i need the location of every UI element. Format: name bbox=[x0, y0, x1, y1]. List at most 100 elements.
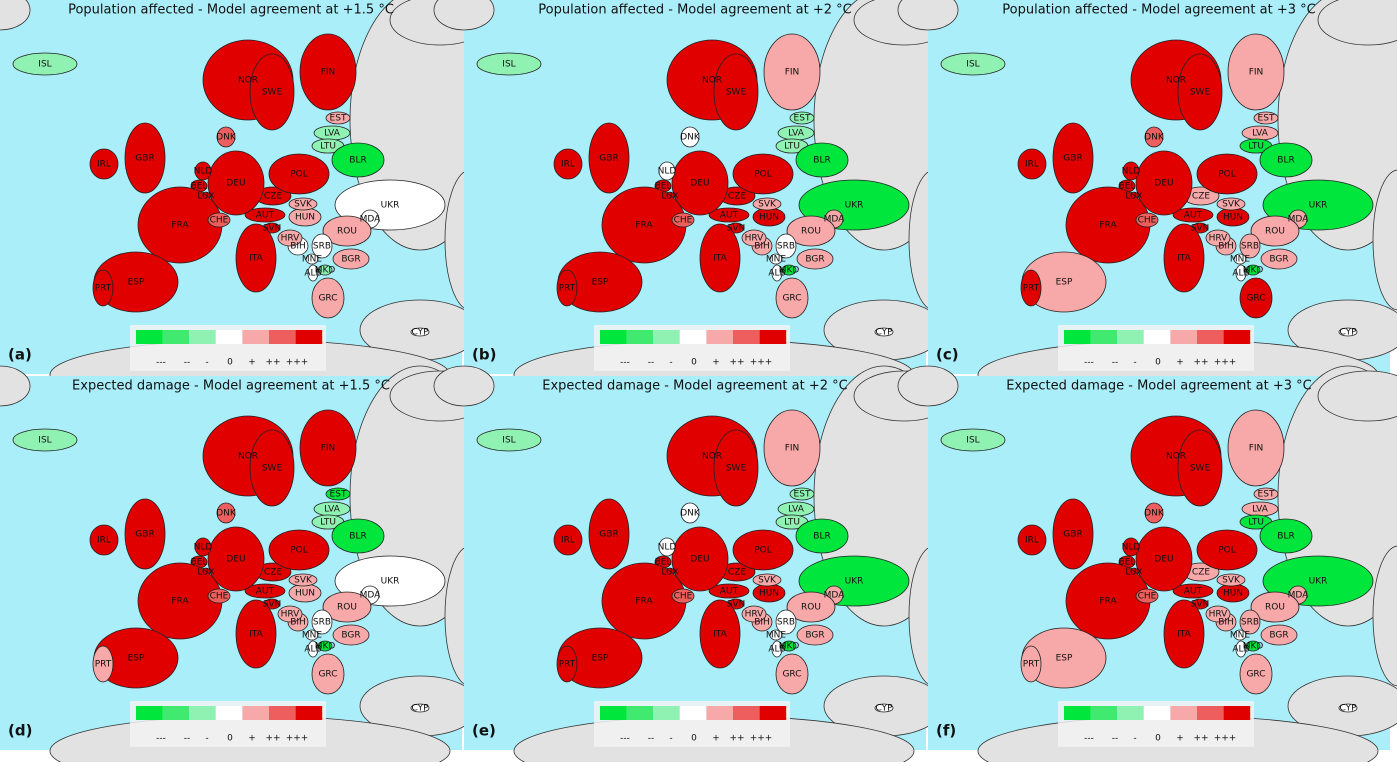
legend-swatch bbox=[269, 330, 296, 344]
country bbox=[325, 111, 351, 125]
country-label: LUX bbox=[197, 192, 214, 202]
legend-label: -- bbox=[1112, 734, 1119, 744]
country-label: PRT bbox=[1023, 660, 1040, 670]
country-label: HUN bbox=[1223, 213, 1243, 223]
country-label: FRA bbox=[1099, 597, 1117, 607]
country-label: SVK bbox=[1222, 200, 1241, 210]
panel-title: Population affected - Model agreement at… bbox=[538, 3, 851, 18]
country-label: LTU bbox=[320, 518, 336, 528]
country-label: ITA bbox=[1177, 254, 1191, 264]
country bbox=[311, 233, 333, 259]
country-label: MDA bbox=[360, 215, 382, 225]
country bbox=[194, 537, 212, 557]
legend-swatch bbox=[242, 706, 269, 720]
country-label: MNE bbox=[302, 255, 322, 265]
country bbox=[410, 327, 430, 337]
country-label: NOR bbox=[702, 452, 722, 462]
country bbox=[317, 264, 333, 276]
country bbox=[1235, 264, 1247, 282]
country bbox=[588, 498, 630, 570]
country-label: CZE bbox=[1192, 568, 1210, 578]
country-label: ALB bbox=[1232, 645, 1249, 655]
country bbox=[12, 52, 78, 76]
legend-swatch bbox=[759, 330, 787, 344]
legend-label: - bbox=[205, 358, 208, 368]
legend-label: 0 bbox=[227, 734, 233, 744]
panel-title: Population affected - Model agreement at… bbox=[68, 3, 394, 18]
country-label: UKR bbox=[1309, 577, 1328, 587]
country-label: CHE bbox=[674, 592, 693, 602]
country-label: UKR bbox=[381, 201, 400, 211]
country bbox=[775, 277, 809, 319]
country bbox=[244, 583, 286, 599]
country-label: GBR bbox=[1063, 154, 1082, 164]
country-label: FRA bbox=[171, 597, 189, 607]
legend-label: + bbox=[1176, 358, 1184, 368]
country-label: LTU bbox=[784, 142, 800, 152]
country-label: IRL bbox=[97, 536, 111, 546]
legend-swatch bbox=[295, 706, 323, 720]
country-label: FIN bbox=[1249, 444, 1264, 454]
country-label: BGR bbox=[805, 255, 824, 265]
country-label: BEL bbox=[655, 182, 672, 192]
country bbox=[89, 148, 119, 180]
country bbox=[732, 153, 794, 195]
country-label: EST bbox=[794, 114, 811, 124]
legend-swatch bbox=[1197, 330, 1224, 344]
country-label: MDA bbox=[360, 591, 382, 601]
country-label: BIH bbox=[290, 242, 306, 252]
country-label: GBR bbox=[135, 530, 154, 540]
legend-swatch bbox=[189, 330, 216, 344]
country bbox=[1233, 629, 1247, 641]
legend-swatch bbox=[600, 330, 627, 344]
country-label: HRV bbox=[745, 610, 765, 620]
country-label: ROU bbox=[337, 227, 357, 237]
country-label: FIN bbox=[1249, 68, 1264, 78]
country-label: AUT bbox=[1184, 211, 1203, 221]
country bbox=[1227, 409, 1285, 487]
legend-swatch bbox=[1143, 706, 1171, 720]
country-label: ITA bbox=[249, 254, 263, 264]
country-label: SVK bbox=[1222, 576, 1241, 586]
country bbox=[769, 629, 783, 641]
country-label: LUX bbox=[661, 192, 678, 202]
country bbox=[1216, 197, 1246, 211]
country bbox=[1205, 605, 1231, 623]
country bbox=[1017, 524, 1047, 556]
country-label: ALB bbox=[304, 269, 321, 279]
country bbox=[207, 526, 265, 592]
country bbox=[311, 609, 333, 635]
country-label: BEL bbox=[1119, 182, 1136, 192]
country-label: DEU bbox=[1154, 555, 1173, 565]
country bbox=[1245, 264, 1261, 276]
country bbox=[305, 629, 319, 641]
country bbox=[1144, 502, 1164, 524]
country-label: HRV bbox=[1209, 610, 1229, 620]
country-label: MDA bbox=[1288, 591, 1310, 601]
country bbox=[1135, 150, 1193, 216]
country bbox=[741, 229, 767, 247]
country-label: SVN bbox=[727, 224, 746, 234]
country-label: BEL bbox=[655, 558, 672, 568]
country bbox=[1235, 640, 1247, 658]
country-label: SWE bbox=[726, 464, 747, 474]
country-label: HRV bbox=[281, 234, 301, 244]
country-label: FRA bbox=[635, 221, 653, 231]
legend-swatch bbox=[1170, 330, 1197, 344]
legend-swatch bbox=[653, 706, 680, 720]
country-label: MNE bbox=[766, 631, 786, 641]
legend-label: +++ bbox=[286, 734, 309, 744]
country-label: SVN bbox=[727, 600, 746, 610]
country bbox=[1260, 248, 1298, 270]
legend-label: 0 bbox=[691, 734, 697, 744]
country-label: ESP bbox=[128, 654, 145, 664]
country bbox=[249, 53, 295, 131]
panel-title: Expected damage - Model agreement at +3 … bbox=[1006, 379, 1311, 394]
country bbox=[781, 264, 797, 276]
country-label: FIN bbox=[785, 444, 800, 454]
country-label: GRC bbox=[318, 294, 337, 304]
country-label: GBR bbox=[599, 154, 618, 164]
panel-letter: (f) bbox=[936, 722, 956, 740]
country-label: SVN bbox=[1191, 224, 1210, 234]
